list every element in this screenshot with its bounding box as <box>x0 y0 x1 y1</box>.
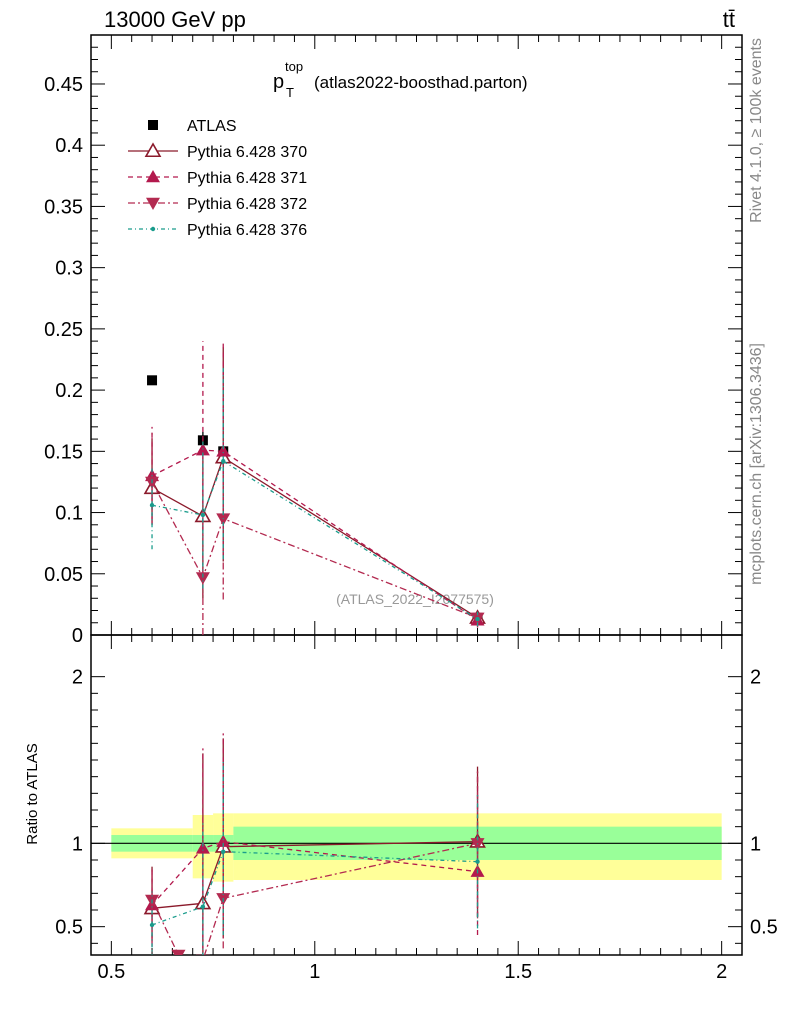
main-series-2-point <box>216 513 231 526</box>
main-series-1-line <box>151 449 478 621</box>
ratio-ylabel: Ratio to ATLAS <box>24 743 41 844</box>
main-series-2-point <box>195 572 210 585</box>
ratio-xtick-label: 0.5 <box>97 961 125 983</box>
ratio-series-3-point <box>475 859 480 864</box>
main-series-0-line <box>151 456 478 619</box>
ratio-series-1-point <box>195 841 210 854</box>
ratio-series-2-point <box>195 954 210 955</box>
ratio-ytick-label: 2 <box>72 667 83 689</box>
mcplots-label: mcplots.cern.ch [arXiv:1306.3436] <box>748 343 765 585</box>
legend: ATLAS Pythia 6.428 370 Pythia 6.428 371 Pyt… <box>128 118 307 239</box>
title-sub: T <box>286 85 294 100</box>
legend-label: Pythia 6.428 372 <box>187 196 307 213</box>
ratio-xtick-label: 2 <box>716 961 727 983</box>
legend-marker <box>144 142 162 158</box>
main-series-layer <box>143 341 486 635</box>
ratio-ytick-label-right: 2 <box>750 667 761 689</box>
ratio-panel-frame <box>90 634 743 956</box>
main-series-3-line <box>151 460 478 620</box>
main-ytick-label: 0.15 <box>44 441 83 463</box>
main-series-3-point <box>149 503 155 508</box>
ratio-band-layer <box>91 813 742 882</box>
main-series-3-point <box>221 458 226 464</box>
ratio-series-3-point <box>149 922 155 928</box>
header-left: 13000 GeV pp <box>104 7 246 32</box>
ratio-series-1-line <box>151 841 478 906</box>
main-series-2-line <box>151 481 478 619</box>
ratio-ytick-label: 0.5 <box>55 917 83 939</box>
main-ytick-label: 0.3 <box>55 258 83 280</box>
rivet-label: Rivet 4.1.0, ≥ 100k events <box>748 38 765 223</box>
title-main: p <box>273 71 284 93</box>
legend-label: ATLAS <box>187 118 237 135</box>
main-title: p top T (atlas2022-boosthad.parton) <box>273 59 528 100</box>
ratio-xtick-label: 1 <box>309 961 320 983</box>
ratio-ytick-label-right: 0.5 <box>750 917 778 939</box>
ratio-xtick-label: 1.5 <box>504 961 532 983</box>
main-ytick-label: 0.2 <box>55 380 83 402</box>
ratio-series-2-line <box>151 842 478 955</box>
main-ytick-label: 0.35 <box>44 196 83 218</box>
main-ytick-label: 0.1 <box>55 503 83 525</box>
title-sup: top <box>285 59 303 74</box>
legend-label: Pythia 6.428 376 <box>187 222 307 239</box>
main-ytick-label: 0.25 <box>44 319 83 341</box>
ratio-series-2-point <box>171 949 186 955</box>
legend-label: Pythia 6.428 370 <box>187 144 307 161</box>
main-ytick-label: 0.05 <box>44 564 83 586</box>
legend-marker <box>150 226 156 232</box>
main-series-3-point <box>475 616 480 622</box>
title-rest: (atlas2022-boosthad.parton) <box>314 73 528 92</box>
main-ytick-label: 0 <box>72 625 83 647</box>
ratio-series-0-line <box>151 841 478 909</box>
ratio-axis-ticks: 0.5 1 1.5 2 0.5 0.5 1 1 2 2 <box>55 635 778 983</box>
atlas-point <box>147 375 158 386</box>
ratio-series-layer <box>143 733 486 955</box>
ratio-ytick-label-right: 1 <box>750 833 761 855</box>
legend-label: Pythia 6.428 371 <box>187 170 307 187</box>
legend-marker <box>146 170 160 183</box>
header-right: tt̄ <box>723 7 735 32</box>
ratio-ytick-label: 1 <box>72 833 83 855</box>
main-ytick-label: 0.45 <box>44 74 83 96</box>
main-series-1-point <box>216 444 231 457</box>
main-series-3-point <box>200 512 206 518</box>
ratio-series-3-point <box>221 849 226 854</box>
main-axis-ticks: 0 0.05 0.1 0.15 0.2 0.25 0.3 0.35 0.4 0.45 <box>44 34 743 647</box>
legend-marker <box>146 197 160 210</box>
legend-marker <box>148 120 158 130</box>
main-ytick-label: 0.4 <box>55 135 83 157</box>
ratio-series-3-point <box>200 904 206 909</box>
